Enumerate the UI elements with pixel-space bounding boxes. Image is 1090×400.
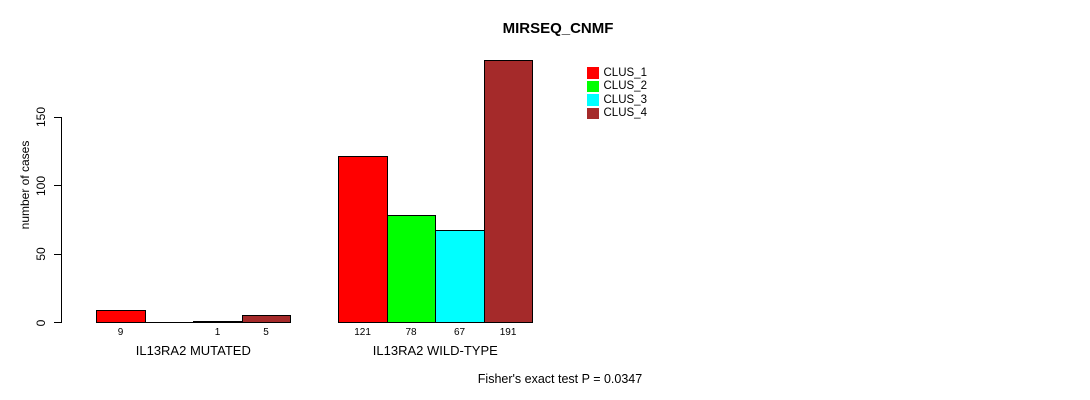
bar-value-label: 78 bbox=[405, 326, 417, 338]
legend-swatch bbox=[587, 80, 599, 92]
legend-row: CLUS_4 bbox=[587, 107, 647, 121]
bar-value-label: 5 bbox=[263, 326, 269, 338]
legend-row: CLUS_3 bbox=[587, 93, 647, 107]
bar-value-label: 121 bbox=[354, 326, 371, 338]
legend-swatch bbox=[587, 94, 599, 106]
legend-label: CLUS_4 bbox=[603, 107, 647, 120]
legend-swatch bbox=[587, 107, 599, 119]
legend-swatch bbox=[587, 67, 599, 79]
legend-row: CLUS_2 bbox=[587, 80, 647, 94]
y-tick-label: 100 bbox=[34, 175, 48, 196]
group-label: IL13RA2 WILD-TYPE bbox=[372, 342, 498, 358]
bar-value-label: 191 bbox=[499, 326, 517, 338]
legend-label: CLUS_3 bbox=[603, 93, 647, 106]
y-axis-label: number of cases bbox=[18, 140, 32, 230]
legend-label: CLUS_2 bbox=[603, 80, 647, 93]
y-tick-label: 50 bbox=[34, 247, 48, 261]
bar bbox=[483, 60, 534, 324]
bar bbox=[338, 156, 388, 324]
bar-value-label: 67 bbox=[453, 326, 466, 338]
bar-value-label: 1 bbox=[214, 326, 221, 338]
legend: CLUS_1 CLUS_2 CLUS_3 CLUS_4 bbox=[587, 66, 647, 120]
chart-title: MIRSEQ_CNMF bbox=[502, 20, 614, 37]
y-tick bbox=[54, 322, 61, 324]
y-tick bbox=[54, 116, 61, 118]
annotation-text: Fisher's exact test P = 0.0347 bbox=[477, 372, 643, 386]
bar bbox=[241, 315, 292, 324]
legend-row: CLUS_1 bbox=[587, 66, 647, 80]
bar bbox=[96, 309, 146, 324]
group-label: IL13RA2 MUTATED bbox=[135, 342, 251, 358]
y-tick bbox=[54, 253, 61, 255]
y-tick bbox=[54, 185, 61, 187]
bar-value-label: 9 bbox=[117, 326, 124, 338]
bar bbox=[386, 215, 437, 324]
legend-label: CLUS_1 bbox=[603, 66, 647, 79]
bar bbox=[193, 320, 243, 324]
y-axis-line bbox=[61, 116, 63, 323]
y-tick-label: 0 bbox=[34, 319, 48, 326]
y-tick-label: 150 bbox=[34, 106, 48, 128]
bar bbox=[435, 230, 485, 324]
